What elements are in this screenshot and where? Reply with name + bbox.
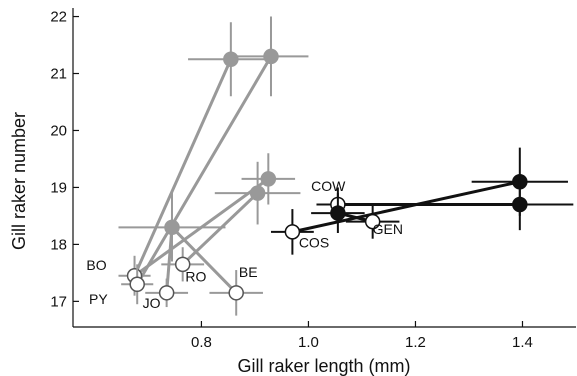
x-tick-label: 1.4: [512, 334, 533, 351]
connection-lines: [133, 55, 521, 294]
point-label: JO: [143, 295, 161, 311]
data-point: [263, 48, 279, 65]
data-point: [223, 51, 239, 68]
point-label: BO: [86, 257, 106, 273]
x-tick-label: 1.2: [405, 334, 426, 351]
y-tick-label: 19: [50, 179, 67, 196]
y-tick-label: 21: [50, 66, 67, 83]
data-point: [284, 224, 301, 240]
point-label: BE: [239, 264, 258, 280]
connection-line: [170, 226, 238, 294]
x-axis-label: Gill raker length (mm): [237, 356, 410, 376]
connection-line: [292, 180, 521, 234]
data-point: [260, 171, 277, 187]
point-label: GEN: [373, 221, 403, 237]
data-point: [512, 196, 528, 213]
y-tick-label: 18: [50, 236, 67, 253]
point-label: COW: [311, 178, 346, 194]
y-axis-label: Gill raker number: [9, 112, 29, 250]
connection-line: [133, 58, 233, 277]
data-point: [129, 276, 145, 293]
axes: 0.8 1.0 1.2 1.4 17 18 19 20 21 22: [50, 8, 576, 351]
point-labels: BO PY JO RO BE COS COW GEN: [86, 178, 403, 311]
connection-line: [181, 192, 259, 266]
y-tick-label: 20: [50, 122, 67, 139]
data-point: [330, 205, 346, 221]
x-tick-label: 1.0: [298, 334, 319, 351]
data-point: [249, 185, 266, 201]
y-tick-label: 17: [50, 293, 67, 310]
data-point: [364, 213, 381, 230]
x-tick-label: 0.8: [191, 334, 212, 351]
point-label: RO: [185, 268, 206, 284]
data-point: [174, 256, 191, 273]
data-points: [118, 16, 574, 316]
data-point: [158, 285, 175, 301]
data-point: [164, 219, 180, 236]
point-label: COS: [299, 234, 329, 250]
point-label: PY: [89, 291, 108, 307]
connection-line: [135, 55, 273, 286]
data-point: [228, 285, 244, 301]
y-tick-label: 22: [50, 9, 67, 26]
